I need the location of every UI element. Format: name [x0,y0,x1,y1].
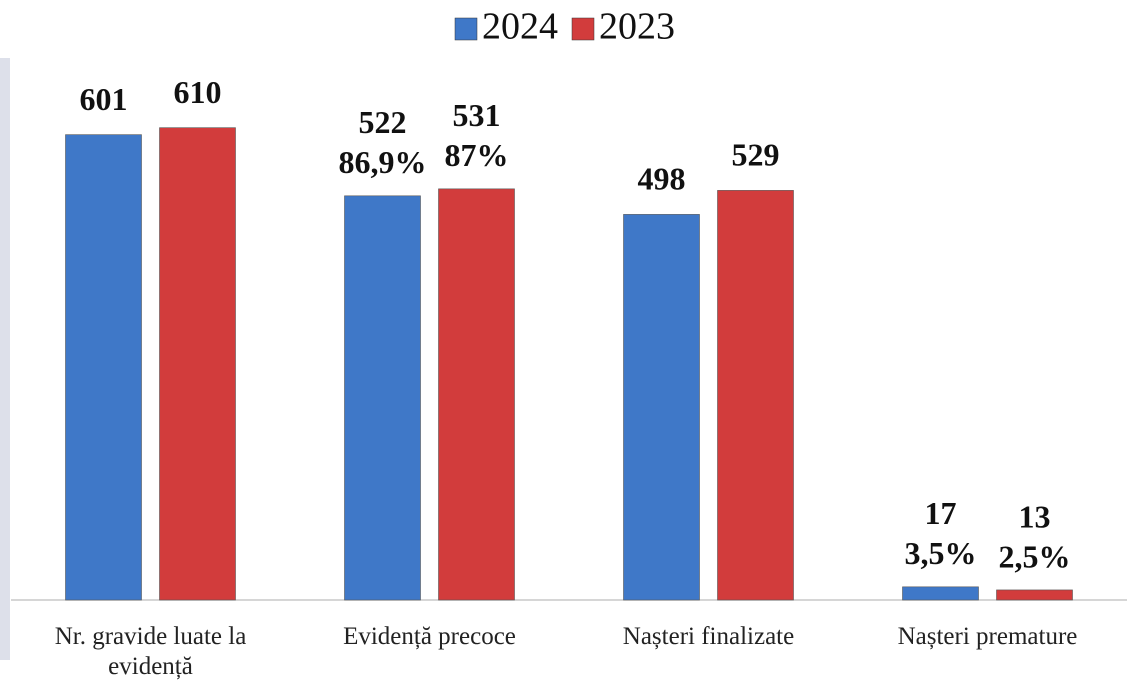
legend-swatch [571,17,595,41]
x-tick-label: Nașteri finalizate [622,623,795,650]
value-label: 13 [1019,498,1051,534]
x-tick-label: Evidență precoce [343,623,516,650]
legend-label: 2023 [599,6,675,48]
value-label: 17 [925,495,957,531]
side-strip [0,58,10,660]
legend-swatch [454,17,478,41]
bar [65,134,142,601]
value-label: 601 [80,81,128,117]
bar [996,589,1073,601]
x-tick-label: Nr. gravide luate la evidență [54,623,247,680]
bar [717,190,794,601]
value-label: 531 [453,97,501,133]
bar [159,127,236,601]
legend-label: 2024 [482,6,558,48]
bar [438,188,515,601]
value-label: 498 [638,161,686,197]
share-label: 87% [445,137,509,173]
share-label: 2,5% [999,538,1071,574]
bar [902,586,979,601]
bar [623,214,700,601]
x-tick-label: Nașteri premature [897,623,1078,650]
bar [344,195,421,601]
share-label: 86,9% [339,144,427,180]
value-label: 529 [732,137,780,173]
share-label: 3,5% [905,535,977,571]
value-label: 610 [174,74,222,110]
value-label: 522 [359,104,407,140]
